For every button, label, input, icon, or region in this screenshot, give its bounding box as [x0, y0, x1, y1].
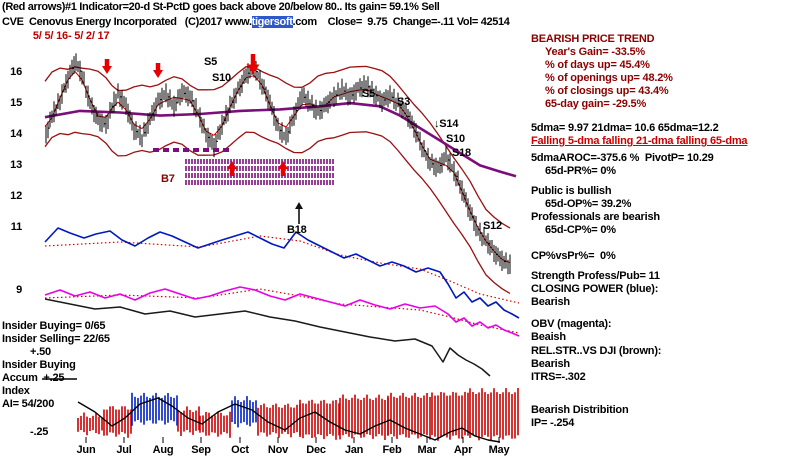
signal-label: S18	[452, 147, 471, 159]
insider-label: Insider Selling= 22/65	[2, 333, 110, 345]
stats-line: BEARISH PRICE TREND	[531, 33, 655, 45]
month-label: Mar	[417, 444, 437, 456]
stats-line: Bearish Distribition	[531, 404, 629, 416]
stats-line: Bearish	[531, 358, 570, 370]
insider-label: Index	[2, 385, 30, 397]
month-label: Jun	[76, 444, 96, 456]
stats-line: Public is bullish	[531, 185, 612, 197]
stats-line: CP%vsPr%= 0%	[531, 250, 616, 262]
signal-label: B18	[287, 224, 307, 236]
date-range-label: 5/ 5/ 16- 5/ 2/ 17	[30, 30, 110, 42]
signal-summary-line: (Red arrows)#1 Indicator=20-d St-PctD go…	[2, 1, 440, 13]
stats-line: Beaish	[531, 331, 566, 343]
stats-line: 65d-PR%= 0%	[545, 165, 616, 177]
stats-line: Falling 5-dma falling 21-dma falling 65-…	[531, 135, 748, 147]
ai-line	[77, 397, 501, 443]
month-label: Oct	[231, 444, 249, 456]
sell-arrow	[102, 66, 112, 74]
price-axis-label: 16	[10, 66, 22, 78]
title-suffix: .com Close= 9.75 Change=-.11 Vol= 42514	[292, 16, 510, 28]
tigersoft-link[interactable]: tigersoft	[251, 16, 293, 28]
buy-arrow	[278, 161, 288, 169]
month-label: Dec	[306, 444, 326, 456]
title-line: CVE Cenovus Energy Incorporated (C)2017 …	[2, 16, 510, 28]
signal-label: S10	[212, 72, 231, 84]
signal-label: S5	[362, 88, 376, 100]
relative-strength-line	[44, 298, 491, 377]
insider-label: -.25	[30, 426, 49, 438]
month-label: Jul	[116, 444, 132, 456]
obv-line	[44, 286, 520, 337]
month-label: Jan	[344, 444, 364, 456]
sell-arrow	[153, 70, 163, 78]
upper-band-line	[44, 65, 511, 229]
stats-line: REL.STR..VS DJI (brown):	[531, 345, 662, 357]
stats-line: Bearish	[531, 296, 570, 308]
price-axis-label: 14	[10, 128, 22, 140]
month-label: May	[488, 444, 510, 456]
month-label: Apr	[453, 444, 473, 456]
month-label: Sep	[191, 444, 211, 456]
stats-line: % of openings up= 48.2%	[545, 72, 673, 84]
signal-label: ↓S14	[434, 118, 459, 130]
buy-arrow	[227, 161, 237, 169]
stats-line: % of closings up= 43.4%	[545, 85, 669, 97]
insider-label: AI= 54/200	[2, 398, 55, 410]
insider-label: Insider Buying= 0/65	[2, 320, 106, 332]
price-axis-label: 11	[10, 221, 22, 233]
stats-line: Strength Profess/Pub= 11	[531, 270, 660, 282]
month-label: Aug	[152, 444, 174, 456]
signal-label: B7	[161, 173, 175, 185]
stats-line: OBV (magenta):	[531, 318, 612, 330]
price-axis-label: 15	[10, 97, 22, 109]
signal-label: S12	[483, 220, 502, 232]
sell-arrow	[246, 64, 260, 74]
stats-line: 5dmaAROC=-375.6 % PivotP= 10.29	[531, 152, 714, 164]
month-label: Nov	[267, 444, 289, 456]
stats-line: IP= -.254	[531, 417, 575, 429]
month-label: Feb	[382, 444, 402, 456]
signal-label: S5	[204, 56, 218, 68]
price-axis-label: 12	[10, 190, 22, 202]
price-axis-label: 9	[16, 284, 22, 296]
closing-power-line	[44, 227, 520, 319]
signal-label: S10	[446, 133, 465, 145]
stats-line: 65-day gain= -29.5%	[545, 98, 647, 110]
stats-line: ITRS=-.302	[531, 371, 586, 383]
stats-line: CLOSING POWER (blue):	[531, 283, 659, 295]
signal-label: S3	[397, 96, 411, 108]
insider-label: Insider Buying	[2, 359, 76, 371]
title-prefix: CVE Cenovus Energy Incorporated (C)2017 …	[2, 16, 252, 28]
stats-line: % of days up= 45.4%	[545, 59, 650, 71]
stats-line: 65d-OP%= 39.2%	[545, 198, 632, 210]
insider-label: +.50	[30, 346, 51, 358]
insider-label: Accum +.25	[2, 372, 65, 384]
stats-line: Year's Gain= -33.5%	[545, 46, 646, 58]
cp-trend-dotted	[44, 235, 520, 304]
buy-arrow	[295, 202, 303, 209]
price-axis-label: 13	[10, 159, 22, 171]
stats-line: 65d-CP%= 0%	[545, 224, 616, 236]
stats-line: 5dma= 9.97 21dma= 10.6 65dma=12.2	[531, 122, 719, 134]
lower-band-line	[44, 131, 511, 295]
stats-line: Professionals are bearish	[531, 211, 660, 223]
